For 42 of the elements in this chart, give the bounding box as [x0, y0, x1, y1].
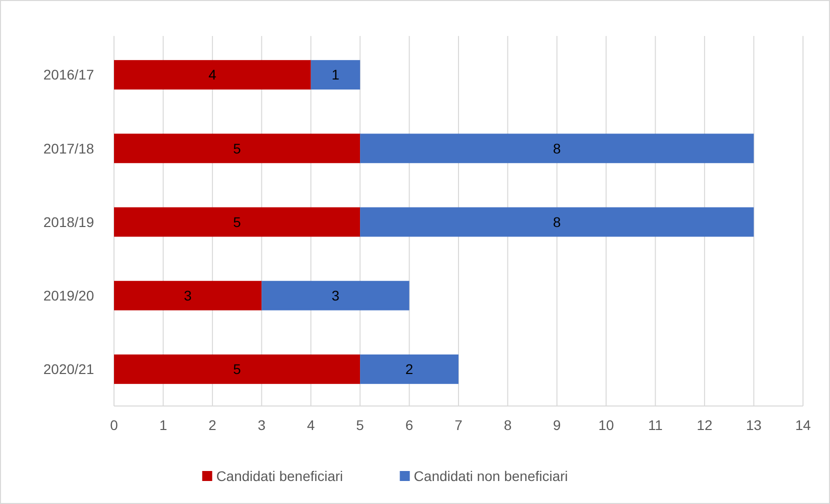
data-label: 3: [184, 288, 192, 304]
legend-label: Candidati beneficiari: [216, 468, 344, 484]
x-tick-label: 10: [598, 417, 614, 433]
bar: [310, 60, 360, 90]
data-label: 5: [233, 214, 242, 230]
x-tick-label: 0: [110, 417, 118, 433]
data-label: 2: [405, 361, 414, 378]
bar: [114, 60, 311, 90]
bar: [360, 207, 754, 237]
x-tick-label: 3: [258, 417, 266, 433]
bar: [360, 354, 458, 384]
x-tick-label: 6: [405, 417, 414, 433]
x-tick-label: 9: [553, 417, 562, 433]
x-tick-label: 14: [795, 417, 811, 433]
data-label: 5: [233, 140, 242, 156]
y-tick-label: 2020/21: [43, 361, 94, 378]
y-tick-label: 2016/17: [43, 66, 94, 83]
x-tick-label: 1: [159, 417, 168, 433]
x-tick-label: 7: [454, 417, 463, 433]
bar: [114, 280, 262, 310]
data-label: 8: [553, 214, 562, 230]
x-tick-label: 5: [356, 417, 364, 433]
legend-label: Candidati non beneficiari: [414, 468, 568, 484]
x-tick-label: 2: [208, 417, 217, 433]
y-tick-label: 2018/19: [43, 214, 94, 230]
data-label: 1: [332, 66, 340, 83]
bar: [262, 280, 410, 310]
data-label: 3: [332, 288, 340, 304]
x-tick-label: 13: [746, 417, 762, 433]
y-tick-label: 2017/18: [43, 140, 94, 156]
x-tick-label: 11: [648, 417, 663, 433]
x-tick-label: 8: [504, 417, 512, 433]
bar: [114, 207, 360, 237]
data-label: 4: [208, 66, 217, 83]
data-label: 8: [553, 140, 562, 156]
x-tick-label: 12: [696, 417, 713, 433]
x-tick-label: 4: [306, 417, 315, 433]
bar: [360, 134, 754, 164]
data-label: 5: [233, 361, 242, 378]
bar: [114, 354, 360, 384]
y-tick-label: 2019/20: [43, 288, 94, 304]
bar: [114, 134, 360, 164]
